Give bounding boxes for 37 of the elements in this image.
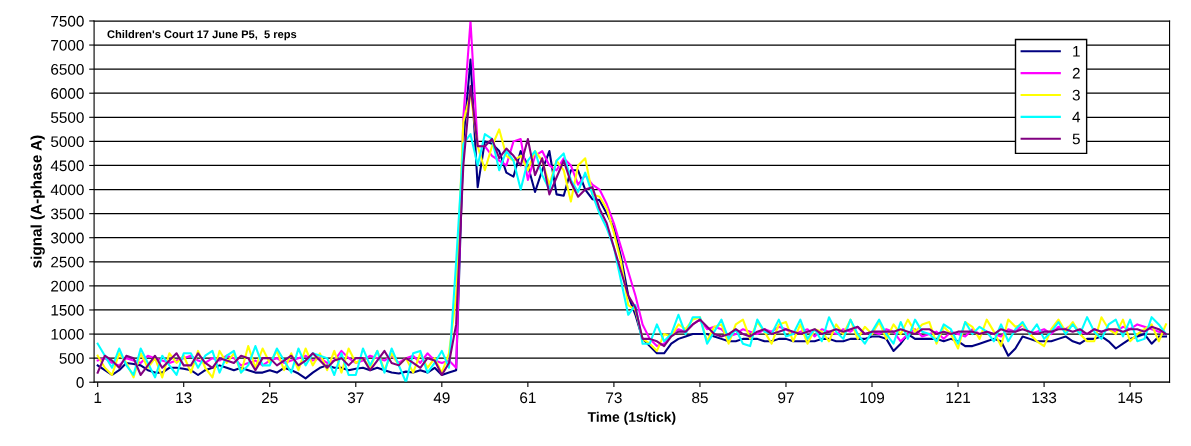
y-tick-label: 0 xyxy=(76,377,84,388)
y-axis-title: signal (A-phase A) xyxy=(30,135,45,268)
x-tick-label: 49 xyxy=(433,392,450,404)
legend-label: 4 xyxy=(1072,111,1081,123)
x-tick-label: 109 xyxy=(860,392,885,404)
x-tick-label: 85 xyxy=(692,392,708,404)
y-tick-label: 1500 xyxy=(51,304,84,316)
legend-label: 5 xyxy=(1072,133,1080,145)
text: Children's Court 17 June P5, 5 reps xyxy=(107,29,297,41)
x-tick-label: 97 xyxy=(778,392,794,404)
y-tick-label: 7000 xyxy=(51,39,84,51)
y-tick-label: 6500 xyxy=(51,64,84,75)
y-tick-label: 5000 xyxy=(50,136,84,148)
x-tick-label: 1 xyxy=(94,392,102,404)
y-tick-label: 5500 xyxy=(50,112,84,123)
y-tick-label: 2500 xyxy=(51,256,84,268)
x-tick-label: 73 xyxy=(606,392,622,404)
y-tick-label: 6000 xyxy=(51,88,84,99)
y-tick-label: 4500 xyxy=(50,160,84,172)
y-tick-label: 500 xyxy=(59,353,84,364)
x-tick-label: 121 xyxy=(946,392,971,404)
x-tick-label: 61 xyxy=(520,392,536,404)
x-tick-label: 133 xyxy=(1032,392,1057,404)
legend-label: 2 xyxy=(1072,67,1080,79)
legend-label: 3 xyxy=(1072,89,1080,101)
x-axis-title: Time (1s/tick) xyxy=(587,411,676,425)
y-tick-label: 1000 xyxy=(51,328,84,340)
y-tick-label: 3000 xyxy=(50,232,84,244)
y-tick-label: 3500 xyxy=(50,208,84,220)
x-tick-label: 37 xyxy=(347,392,364,404)
x-tick-label: 145 xyxy=(1118,392,1143,404)
x-tick-label: 13 xyxy=(176,392,192,404)
legend-label: 1 xyxy=(1073,46,1080,57)
x-tick-label: 25 xyxy=(262,392,278,404)
y-tick-label: 4000 xyxy=(50,184,84,196)
y-tick-label: 7500 xyxy=(51,15,84,27)
y-tick-label: 2000 xyxy=(51,280,84,292)
